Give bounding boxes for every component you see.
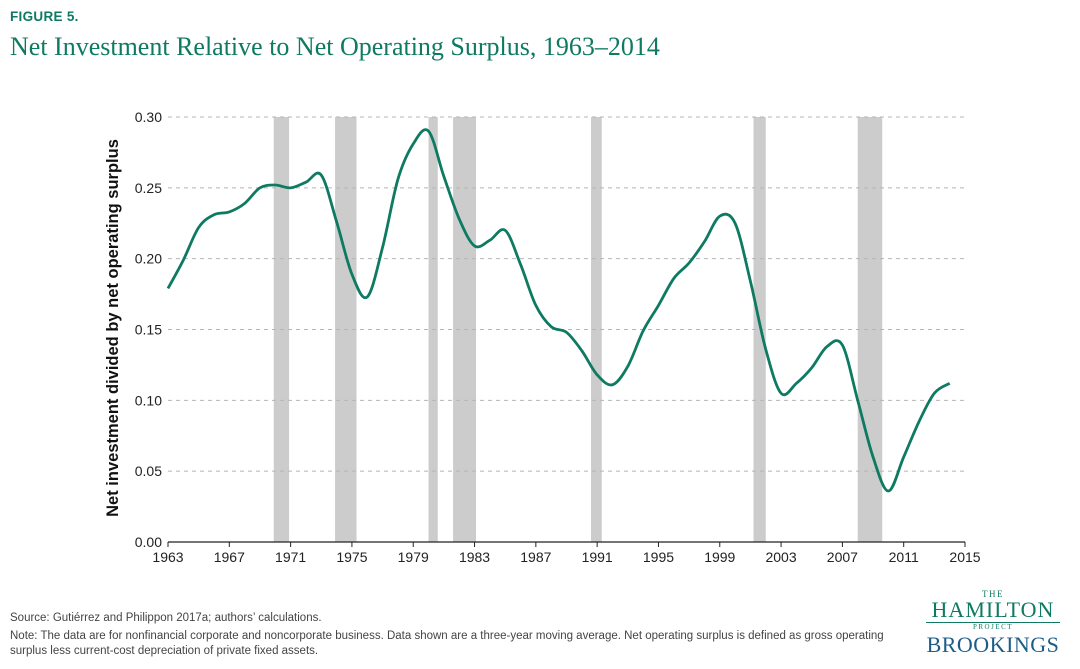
gridlines [168, 116, 965, 543]
y-tick-label: 0.25 [135, 180, 162, 196]
logo-brookings: BROOKINGS [926, 632, 1060, 657]
y-axis-label: Net investment divided by net operating … [104, 139, 122, 517]
x-tick-label: 1979 [398, 549, 429, 565]
x-tick-labels: 1963 1967 1971 1975 1979 1983 1987 1991 1995 1999… [152, 542, 981, 565]
recession-bands [273, 117, 883, 542]
recession-band-6 [857, 117, 883, 542]
x-tick-label: 2003 [765, 549, 796, 565]
y-tick-label: 0.30 [135, 109, 162, 125]
x-tick-label: 2011 [889, 549, 919, 565]
x-tick-label: 1975 [336, 549, 367, 565]
x-tick-label: 2015 [949, 549, 980, 565]
line-chart: 0.00 0.05 0.10 0.15 0.20 0.25 0.30 1963 1967 197… [104, 109, 981, 565]
x-tick-label: 1983 [459, 549, 490, 565]
y-tick-label: 0.20 [135, 251, 162, 267]
y-tick-label: 0.00 [135, 534, 162, 550]
logo-project: PROJECT [972, 623, 1014, 631]
x-tick-label: 2007 [827, 549, 858, 565]
x-tick-label: 1963 [152, 549, 183, 565]
source-note: Source: Gutiérrez and Philippon 2017a; a… [10, 612, 322, 624]
hamilton-brookings-logo: THE HAMILTON PROJECT BROOKINGS [918, 590, 1068, 658]
x-tick-label: 1991 [582, 549, 613, 565]
x-tick-label: 1987 [520, 549, 551, 565]
logo-hamilton: HAMILTON [926, 599, 1060, 623]
chart-title: Net Investment Relative to Net Operating… [10, 32, 660, 61]
y-tick-label: 0.05 [135, 463, 162, 479]
x-tick-label: 1999 [704, 549, 735, 565]
logo-the: THE [982, 589, 1004, 599]
figure-label: FIGURE 5. [10, 9, 79, 24]
y-tick-labels: 0.00 0.05 0.10 0.15 0.20 0.25 0.30 [135, 109, 162, 550]
y-tick-label: 0.15 [135, 322, 162, 338]
recession-band-4 [591, 117, 602, 542]
x-tick-label: 1971 [275, 549, 306, 565]
x-tick-label: 1995 [643, 549, 674, 565]
y-tick-label: 0.10 [135, 392, 162, 408]
footnote: Note: The data are for nonfinancial corp… [10, 630, 884, 657]
x-tick-label: 1967 [214, 549, 245, 565]
series-line [166, 128, 951, 493]
